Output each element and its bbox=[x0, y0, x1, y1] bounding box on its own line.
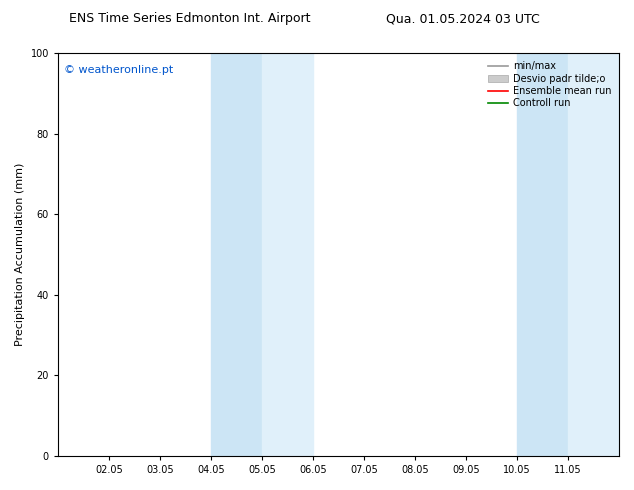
Text: ENS Time Series Edmonton Int. Airport: ENS Time Series Edmonton Int. Airport bbox=[70, 12, 311, 25]
Text: © weatheronline.pt: © weatheronline.pt bbox=[63, 65, 173, 75]
Y-axis label: Precipitation Accumulation (mm): Precipitation Accumulation (mm) bbox=[15, 163, 25, 346]
Text: Qua. 01.05.2024 03 UTC: Qua. 01.05.2024 03 UTC bbox=[386, 12, 540, 25]
Legend: min/max, Desvio padr tilde;o, Ensemble mean run, Controll run: min/max, Desvio padr tilde;o, Ensemble m… bbox=[486, 58, 614, 111]
Bar bbox=[568, 53, 619, 456]
Bar bbox=[262, 53, 313, 456]
Bar bbox=[517, 53, 568, 456]
Bar bbox=[211, 53, 262, 456]
